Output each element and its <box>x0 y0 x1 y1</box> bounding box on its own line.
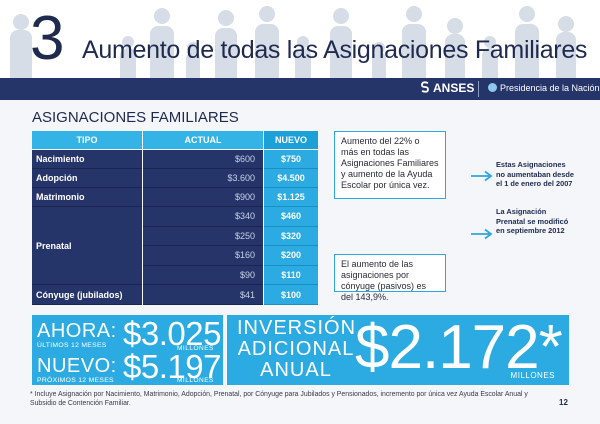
nuevo-value: $5.197 <box>123 348 221 385</box>
ahora-value: $3.025 <box>123 315 221 352</box>
asignaciones-table: TIPO ACTUAL NUEVO Nacimiento $600 $750 A… <box>32 131 318 305</box>
row-nuevo: $1.125 <box>264 188 318 207</box>
anses-label: ANSES <box>433 81 475 95</box>
row-nuevo: $750 <box>264 150 318 169</box>
total-millones: MILLONES <box>510 371 555 380</box>
callout-prenatal: La Asignación Prenatal se modificó en se… <box>496 207 569 235</box>
row-tipo: Nacimiento <box>32 150 142 169</box>
note-aumento: Aumento del 22% o más en todas las Asign… <box>334 131 446 199</box>
nuevo-sub: PRÓXIMOS 12 MESES <box>37 377 114 384</box>
row-nuevo: $100 <box>264 285 318 305</box>
row-nuevo: $320 <box>264 226 318 246</box>
brand-divider <box>478 81 479 97</box>
row-actual: $900 <box>143 188 263 207</box>
ahora-millones: MILLONES <box>177 345 214 352</box>
row-actual: $3.600 <box>143 169 263 188</box>
row-actual: $160 <box>143 246 263 266</box>
header-actual: ACTUAL <box>143 131 263 149</box>
footnote: * Incluye Asignación por Nacimiento, Mat… <box>30 391 528 407</box>
page-header: 3 Aumento de todas las Asignaciones Fami… <box>0 0 600 78</box>
anses-logo: ANSES <box>420 81 474 95</box>
row-actual: $250 <box>143 226 263 246</box>
row-nuevo: $200 <box>264 246 318 266</box>
row-actual: $340 <box>143 207 263 227</box>
ahora-sub: ÚLTIMOS 12 MESES <box>37 342 107 349</box>
inversion-line: INVERSIÓN <box>237 317 357 339</box>
row-nuevo: $110 <box>264 265 318 285</box>
row-actual: $600 <box>143 150 263 169</box>
header-tipo: TIPO <box>32 131 142 149</box>
arrow-right-icon <box>471 170 493 182</box>
row-tipo: Prenatal <box>32 207 142 285</box>
inversion-adicional: INVERSIÓN ADICIONAL ANUAL $2.172* MILLON… <box>227 315 569 385</box>
page-title: Aumento de todas las Asignaciones Famili… <box>82 36 588 64</box>
presidencia-logo: Presidencia de la Nación <box>488 83 600 93</box>
callout-2007: Estas Asignaciones no aumentaban desde e… <box>496 160 575 188</box>
nuevo-millones: MILLONES <box>177 377 214 384</box>
anses-s-icon <box>421 81 429 93</box>
escudo-icon <box>488 83 497 92</box>
row-actual: $90 <box>143 265 263 285</box>
ahora-label: AHORA: <box>37 320 117 342</box>
inversion-line: ANUAL <box>260 359 332 381</box>
inversion-comparacion: AHORA: ÚLTIMOS 12 MESES $3.025 MILLONES … <box>32 315 223 385</box>
nuevo-label: NUEVO: <box>37 355 117 377</box>
arrow-right-icon <box>471 228 493 240</box>
row-tipo: Adopción <box>32 169 142 188</box>
inversion-total: $2.172* <box>355 313 563 382</box>
presidencia-label: Presidencia de la Nación <box>500 83 600 93</box>
section-number: 3 <box>30 4 65 73</box>
row-actual: $41 <box>143 285 263 305</box>
note-conyuge: El aumento de las asignaciones por cónyu… <box>334 254 446 302</box>
page-number: 12 <box>559 398 568 407</box>
inversion-label: INVERSIÓN ADICIONAL ANUAL <box>237 318 355 381</box>
row-nuevo: $4.500 <box>264 169 318 188</box>
header-nuevo: NUEVO <box>264 131 318 149</box>
section-title: ASIGNACIONES FAMILIARES <box>32 109 239 126</box>
row-nuevo: $460 <box>264 207 318 227</box>
inversion-line: ADICIONAL <box>237 338 355 360</box>
row-tipo: Cónyuge (jubilados) <box>32 285 142 305</box>
brand-bar: ANSES Presidencia de la Nación <box>0 78 600 100</box>
people-silhouettes <box>0 0 600 78</box>
row-tipo: Matrimonio <box>32 188 142 207</box>
